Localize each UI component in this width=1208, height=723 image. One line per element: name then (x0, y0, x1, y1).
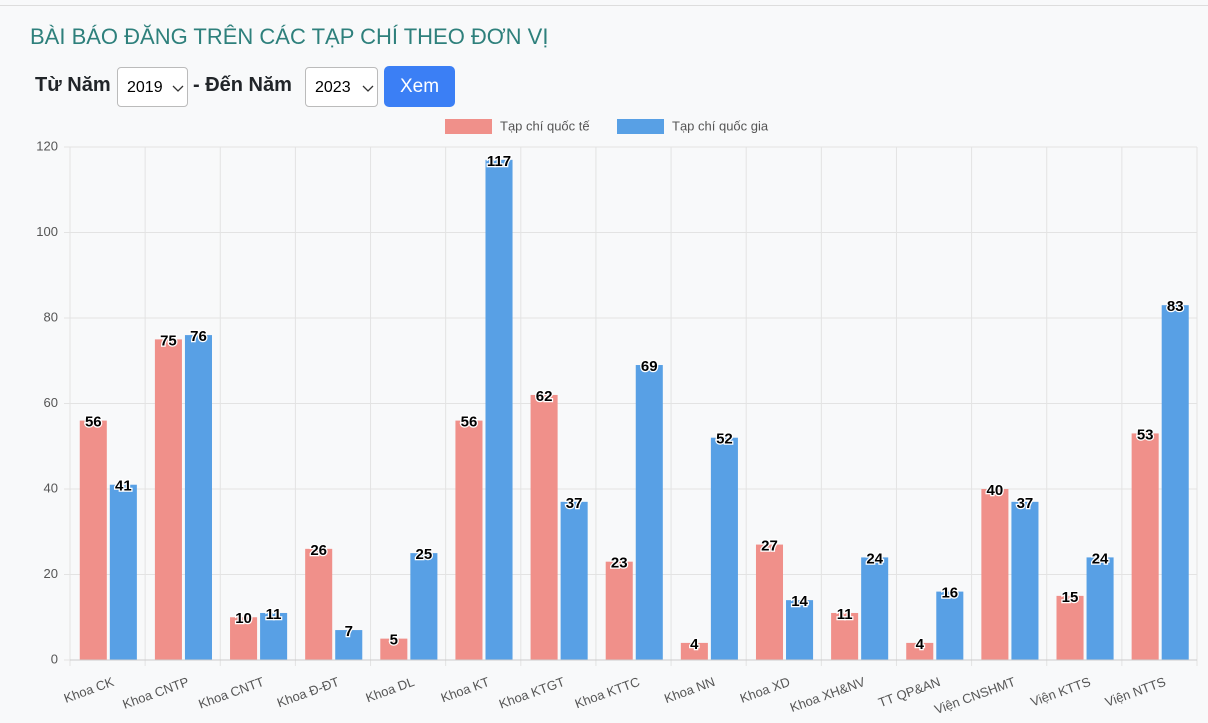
data-label: 26 (310, 542, 327, 559)
data-label: 27 (761, 538, 778, 555)
y-tick-label: 60 (44, 395, 58, 410)
bar (109, 484, 137, 660)
x-tick-label: Khoa CK (62, 674, 116, 706)
bar (230, 617, 258, 660)
data-label: 25 (416, 546, 433, 563)
bar (831, 612, 859, 660)
data-label: 69 (641, 358, 658, 375)
data-label: 15 (1062, 589, 1079, 606)
x-tick-label: Khoa XD (738, 674, 792, 706)
bar (455, 420, 483, 660)
x-tick-label: Khoa Đ-ĐT (275, 674, 341, 710)
x-tick-label: Viện NTTS (1103, 674, 1168, 710)
data-label: 37 (1017, 495, 1034, 512)
x-tick-label: Khoa KTTC (573, 674, 642, 711)
x-tick-label: Viện CNSHMT (932, 674, 1017, 717)
top-border (0, 5, 1208, 6)
bar (1056, 595, 1084, 660)
bar (786, 600, 814, 660)
data-label: 37 (566, 495, 583, 512)
data-label: 24 (1092, 550, 1109, 567)
page-title: BÀI BÁO ĐĂNG TRÊN CÁC TẠP CHÍ THEO ĐƠN V… (30, 24, 549, 49)
y-tick-label: 20 (44, 566, 58, 581)
x-tick-label: Khoa NN (662, 674, 717, 706)
y-tick-label: 100 (36, 224, 58, 239)
data-label: 40 (987, 482, 1004, 499)
bar (260, 612, 288, 660)
data-label: 53 (1137, 426, 1154, 443)
bar (410, 553, 438, 660)
to-label: - Đến Năm (193, 74, 292, 96)
bar (906, 642, 934, 660)
bar (1011, 501, 1039, 660)
y-tick-label: 120 (36, 138, 58, 153)
data-label: 11 (266, 606, 282, 623)
legend-label: Tạp chí quốc gia (672, 118, 769, 133)
bar (485, 159, 513, 660)
bar (936, 591, 964, 660)
x-tick-label: Khoa CNTP (121, 674, 191, 712)
bar (1131, 433, 1159, 660)
bar (154, 339, 182, 660)
data-label: 75 (160, 332, 177, 349)
to-value: 2023 (315, 79, 351, 96)
data-label: 62 (536, 388, 553, 405)
data-label: 4 (916, 636, 925, 653)
x-tick-label: Khoa DL (364, 674, 417, 705)
bar (560, 501, 588, 660)
bar (79, 420, 107, 660)
bar (305, 548, 333, 660)
data-label: 117 (487, 153, 511, 170)
bar (861, 557, 889, 660)
x-tick-label: Khoa CNTT (196, 674, 266, 712)
bar (530, 394, 558, 660)
bar (635, 365, 663, 660)
from-value: 2019 (127, 79, 163, 96)
from-label: Từ Năm (35, 74, 111, 96)
x-tick-label: Khoa XH&NV (788, 674, 867, 715)
view-button[interactable]: Xem (384, 66, 455, 107)
bar (710, 437, 738, 660)
data-label: 41 (115, 478, 132, 495)
bar (680, 642, 708, 660)
to-select[interactable]: 2023 (305, 67, 378, 107)
bar (184, 335, 213, 660)
x-tick-label: Viện KTTS (1029, 674, 1093, 710)
legend-label: Tạp chí quốc tế (500, 118, 590, 133)
chevron (362, 85, 374, 92)
y-tick-label: 40 (44, 480, 58, 495)
data-label: 76 (190, 328, 207, 345)
data-label: 52 (716, 431, 733, 448)
data-label: 56 (461, 414, 478, 431)
y-tick-label: 0 (51, 651, 58, 666)
data-label: 4 (690, 636, 699, 653)
data-label: 5 (390, 632, 398, 649)
data-label: 16 (941, 585, 958, 602)
bar (1086, 557, 1114, 660)
data-label: 56 (85, 414, 102, 431)
bar (380, 638, 408, 660)
bar (755, 544, 784, 660)
x-tick-label: Khoa KT (439, 674, 492, 705)
data-label: 11 (837, 606, 853, 623)
legend-swatch (617, 119, 664, 134)
data-label: 10 (235, 610, 252, 627)
from-select[interactable]: 2019 (117, 67, 188, 107)
data-label: 24 (866, 550, 883, 567)
data-label: 14 (791, 593, 808, 610)
bar (605, 561, 633, 660)
data-label: 23 (611, 555, 628, 572)
data-label: 83 (1167, 298, 1184, 315)
data-label: 7 (345, 623, 353, 640)
bar (335, 630, 363, 660)
bar (1161, 305, 1189, 660)
x-tick-label: Khoa KTGT (497, 674, 567, 712)
chevron (172, 85, 184, 92)
bar (981, 489, 1009, 660)
legend-swatch (445, 119, 492, 134)
y-tick-label: 80 (44, 309, 58, 324)
